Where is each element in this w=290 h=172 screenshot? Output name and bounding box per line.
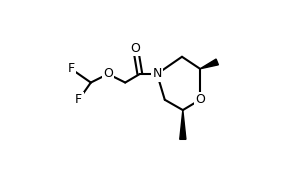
- Text: O: O: [103, 67, 113, 80]
- Text: N: N: [152, 67, 162, 80]
- Text: O: O: [130, 42, 140, 55]
- Text: O: O: [195, 93, 205, 106]
- Text: F: F: [75, 93, 82, 106]
- Polygon shape: [180, 110, 186, 139]
- Polygon shape: [200, 59, 218, 69]
- Text: F: F: [68, 62, 75, 75]
